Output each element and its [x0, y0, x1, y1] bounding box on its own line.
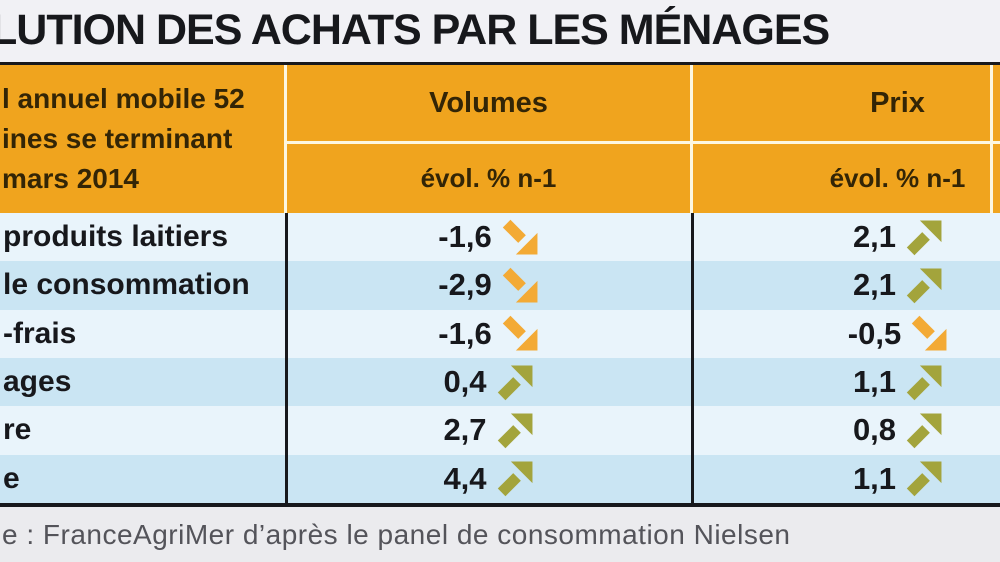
column-header-prix: Prix — [870, 86, 925, 119]
prix-cell: 1,1 — [693, 455, 1000, 503]
volume-value: 4,4 — [443, 460, 487, 496]
page-title: LUTION DES ACHATS PAR LES MÉNAGES — [0, 6, 830, 54]
volume-cell: 0,4 — [287, 358, 690, 406]
prix-value: 2,1 — [852, 219, 897, 255]
table-header: l annuel mobile 52 ines se terminant mar… — [0, 65, 1000, 213]
trend-down-icon — [502, 267, 539, 304]
period-cell: l annuel mobile 52 ines se terminant mar… — [0, 65, 280, 213]
trend-up-icon — [497, 460, 534, 497]
trend-up-icon — [906, 267, 943, 304]
volume-cell: 2,7 — [287, 406, 690, 454]
header-gridline-vertical-3 — [990, 65, 993, 213]
body-column-separator-1 — [285, 213, 288, 503]
table-row: le consommation -2,9 2,1 — [0, 261, 1000, 310]
prix-value: 0,8 — [852, 412, 897, 448]
volume-value: -1,6 — [438, 219, 492, 255]
trend-up-icon — [497, 412, 534, 449]
volume-value: -2,9 — [438, 267, 492, 303]
title-divider — [0, 62, 1000, 65]
prix-cell: 2,1 — [693, 213, 1000, 261]
period-line-3: mars 2014 — [2, 163, 140, 194]
period-line-1: l annuel mobile 52 — [2, 83, 245, 114]
table-row: produits laitiers -1,6 2,1 — [0, 213, 1000, 262]
prix-value: 1,1 — [852, 364, 897, 400]
trend-up-icon — [497, 364, 534, 401]
trend-up-icon — [906, 412, 943, 449]
source-text: e : FranceAgriMer d’après le panel de co… — [2, 518, 791, 550]
row-label: produits laitiers — [3, 220, 229, 254]
trend-down-icon — [502, 315, 539, 352]
table-body: produits laitiers -1,6 2,1 le consommati… — [0, 213, 1000, 503]
trend-down-icon — [911, 315, 948, 352]
source-bar: e : FranceAgriMer d’après le panel de co… — [0, 507, 1000, 562]
prix-value: -0,5 — [847, 315, 902, 351]
column-header-volumes: Volumes — [429, 86, 548, 119]
table-row: -frais -1,6 -0,5 — [0, 309, 1000, 358]
row-label: ages — [3, 365, 72, 399]
volume-cell: 4,4 — [287, 455, 690, 503]
row-label: e — [3, 461, 20, 495]
trend-up-icon — [906, 364, 943, 401]
prix-cell: 1,1 — [693, 358, 1000, 406]
volume-value: 2,7 — [443, 412, 487, 448]
prix-cell: 0,8 — [693, 406, 1000, 454]
period-line-2: ines se terminant — [2, 123, 233, 154]
prix-cell: 2,1 — [693, 261, 1000, 309]
table-row: e 4,4 1,1 — [0, 454, 1000, 503]
prix-cell: -0,5 — [693, 310, 1000, 358]
title-bar: LUTION DES ACHATS PAR LES MÉNAGES — [0, 0, 1000, 62]
table-row: ages 0,4 1,1 — [0, 357, 1000, 407]
table-bottom-rule — [0, 503, 1000, 507]
subheader-prix-evolution: évol. % n-1 — [829, 163, 966, 193]
header-gridline-vertical-2 — [690, 65, 693, 213]
header-gridline-horizontal — [287, 141, 1000, 144]
body-column-separator-2 — [691, 213, 694, 503]
prix-value: 1,1 — [852, 460, 897, 496]
trend-down-icon — [502, 219, 539, 256]
row-label: re — [3, 413, 32, 447]
trend-up-icon — [906, 219, 943, 256]
row-label: le consommation — [3, 268, 250, 302]
header-gridline-vertical-1 — [284, 65, 287, 213]
volume-value: 0,4 — [443, 364, 487, 400]
table-row: re 2,7 0,8 — [0, 406, 1000, 455]
volume-cell: -1,6 — [287, 310, 690, 358]
volume-cell: -1,6 — [287, 213, 690, 261]
subheader-volumes-evolution: évol. % n-1 — [420, 163, 557, 193]
prix-value: 2,1 — [852, 267, 897, 303]
volume-value: -1,6 — [438, 315, 492, 351]
volume-cell: -2,9 — [287, 261, 690, 309]
trend-up-icon — [906, 460, 943, 497]
row-label: -frais — [3, 316, 77, 350]
